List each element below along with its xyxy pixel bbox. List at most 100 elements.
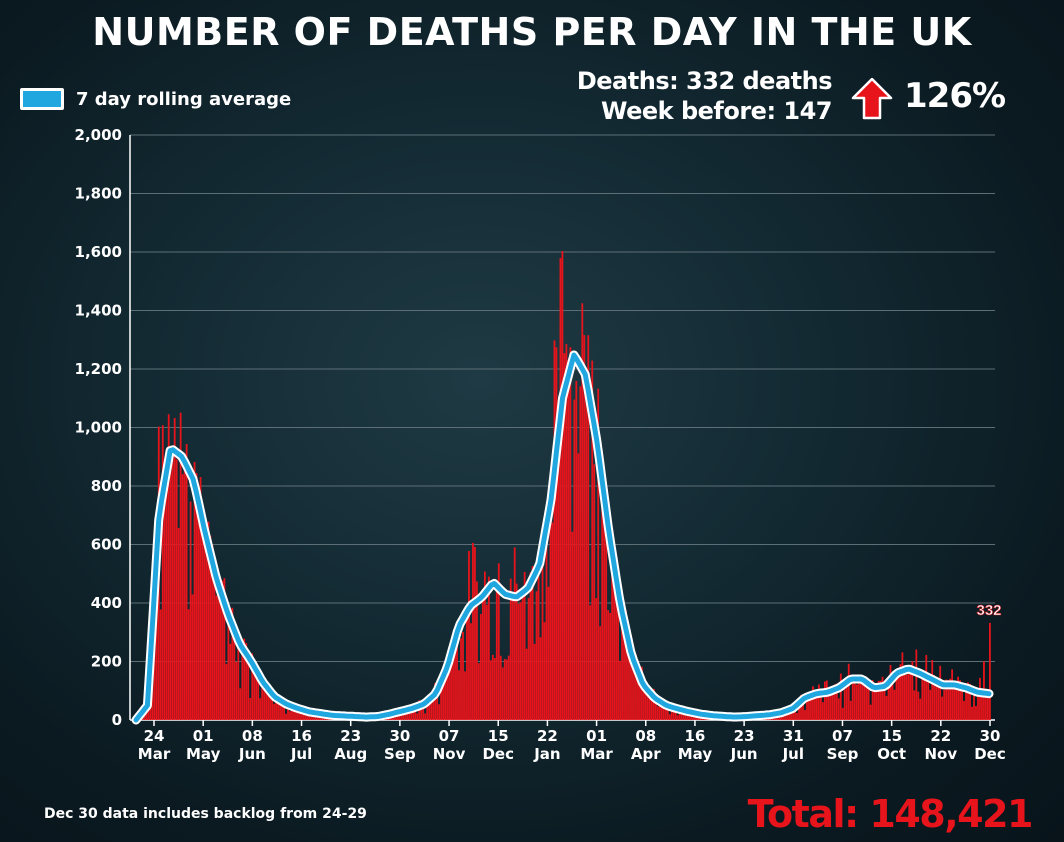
- daily-bar: [658, 696, 661, 720]
- daily-bar: [833, 684, 836, 720]
- daily-bar: [239, 688, 242, 720]
- daily-bar: [474, 546, 476, 720]
- daily-bar: [810, 698, 812, 720]
- daily-bar: [175, 459, 178, 720]
- x-tick-label: Nov: [925, 745, 958, 763]
- daily-bar: [907, 665, 910, 720]
- daily-bar: [623, 604, 625, 720]
- daily-bar: [225, 663, 228, 720]
- daily-bar: [432, 699, 435, 720]
- daily-bar: [887, 679, 890, 720]
- daily-bar: [289, 711, 291, 720]
- daily-bar: [613, 545, 615, 720]
- daily-bar: [917, 691, 920, 720]
- daily-bar: [873, 690, 876, 720]
- daily-bar: [820, 692, 822, 720]
- daily-bar: [808, 694, 810, 720]
- x-tick-label: 24: [144, 727, 165, 745]
- daily-bar: [531, 566, 534, 720]
- daily-bar: [452, 655, 454, 720]
- daily-bar: [849, 700, 852, 720]
- daily-bar: [462, 631, 464, 720]
- daily-bar: [227, 611, 230, 720]
- x-tick-label: Jun: [238, 745, 266, 763]
- daily-bar: [275, 694, 277, 720]
- daily-bar: [581, 303, 584, 720]
- daily-bar: [668, 714, 671, 720]
- daily-bar: [259, 698, 262, 720]
- x-tick-label: 22: [930, 727, 951, 745]
- daily-bar: [497, 563, 500, 720]
- daily-bar: [798, 704, 800, 720]
- daily-bar: [855, 684, 858, 720]
- daily-bar: [179, 412, 182, 720]
- legend-swatch: [20, 88, 64, 110]
- daily-bar: [905, 674, 908, 720]
- daily-bar: [589, 605, 592, 720]
- daily-bar: [167, 414, 170, 720]
- daily-bar: [825, 680, 828, 720]
- daily-bar: [893, 689, 896, 720]
- daily-bar: [625, 610, 627, 720]
- daily-bar: [969, 683, 971, 720]
- daily-bar: [818, 684, 820, 720]
- daily-bar: [456, 645, 458, 720]
- daily-bar: [891, 682, 894, 720]
- daily-bar: [503, 658, 506, 720]
- daily-bar: [507, 655, 510, 720]
- daily-bar: [841, 707, 844, 720]
- daily-bar: [609, 612, 612, 720]
- daily-bar: [493, 658, 496, 720]
- daily-bar: [495, 580, 498, 720]
- daily-bar: [159, 609, 162, 720]
- daily-bar: [853, 678, 856, 720]
- x-tick-label: 31: [783, 727, 804, 745]
- daily-bar: [460, 638, 462, 720]
- x-tick-label: Jun: [730, 745, 758, 763]
- daily-bar: [285, 713, 287, 720]
- daily-bar: [271, 692, 273, 720]
- x-tick-label: Jul: [290, 745, 312, 763]
- daily-bar: [521, 592, 524, 720]
- daily-bar: [269, 693, 272, 720]
- daily-bar: [201, 515, 204, 720]
- daily-bar: [547, 586, 550, 720]
- week-before-stat: Week before: 147: [600, 97, 833, 125]
- daily-bar: [207, 521, 210, 720]
- daily-bar: [511, 592, 514, 720]
- daily-bar: [881, 676, 884, 720]
- daily-bar: [217, 585, 220, 720]
- daily-bar: [199, 477, 202, 720]
- daily-bar: [635, 654, 637, 720]
- daily-bar: [517, 603, 520, 720]
- daily-bar: [883, 683, 886, 720]
- daily-bar: [436, 694, 439, 720]
- x-tick-label: 08: [242, 727, 263, 745]
- x-tick-label: May: [186, 745, 221, 763]
- x-tick-label: 23: [340, 727, 361, 745]
- x-tick-label: 15: [881, 727, 902, 745]
- daily-bar: [549, 488, 552, 720]
- daily-bar: [476, 581, 478, 720]
- daily-bar: [527, 597, 530, 720]
- daily-bar: [195, 473, 198, 720]
- daily-bar: [537, 576, 540, 720]
- daily-bar: [221, 580, 224, 720]
- daily-bar: [559, 258, 562, 720]
- daily-bar: [283, 707, 285, 720]
- x-tick-label: Mar: [138, 745, 171, 763]
- daily-bar: [295, 707, 297, 720]
- x-tick-label: May: [678, 745, 713, 763]
- daily-bar: [981, 694, 983, 720]
- daily-bar: [189, 501, 192, 720]
- daily-bar: [481, 599, 484, 720]
- daily-bar: [666, 706, 669, 720]
- daily-bar: [450, 654, 452, 720]
- daily-bar: [985, 688, 987, 720]
- y-tick-label: 1,200: [75, 360, 122, 378]
- daily-bar: [786, 714, 788, 720]
- daily-bar: [394, 715, 397, 720]
- daily-bar: [812, 686, 814, 720]
- daily-bar: [915, 649, 918, 720]
- daily-bar: [573, 399, 576, 720]
